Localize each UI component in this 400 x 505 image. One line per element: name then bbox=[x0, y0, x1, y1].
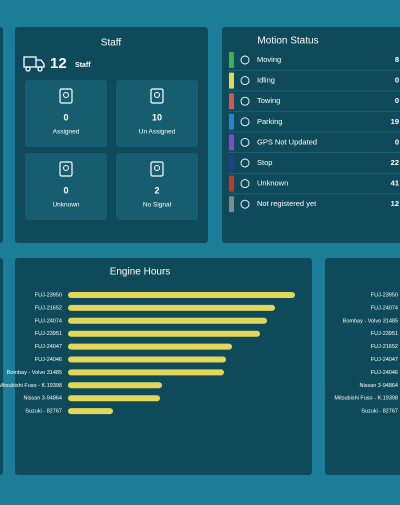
panel-edge bbox=[0, 27, 3, 243]
status-label: Not registered yet bbox=[257, 199, 317, 208]
bar bbox=[68, 317, 268, 324]
status-color bbox=[229, 52, 234, 68]
bar bbox=[68, 382, 163, 389]
y-tick-label: FUJ-24046 bbox=[35, 357, 62, 363]
staff-title: Staff bbox=[101, 38, 122, 49]
staff-total-label: Staff bbox=[75, 62, 91, 69]
card-icon bbox=[59, 161, 73, 177]
card-label: Unknown bbox=[52, 202, 79, 209]
y-tick-label: FUJ-21652 bbox=[371, 344, 398, 350]
staff-total: 12 bbox=[50, 55, 67, 72]
status-icon bbox=[240, 76, 250, 86]
status-count: 0 bbox=[395, 96, 399, 105]
status-color bbox=[229, 175, 234, 192]
status-label: Stop bbox=[257, 158, 272, 167]
bar bbox=[68, 304, 276, 311]
card-icon bbox=[150, 88, 164, 104]
status-color bbox=[229, 196, 234, 213]
bar bbox=[68, 292, 296, 298]
status-color bbox=[229, 113, 234, 130]
y-tick-label: FUJ-24047 bbox=[371, 357, 398, 363]
card-icon bbox=[63, 92, 69, 98]
bar bbox=[68, 343, 233, 350]
bar bbox=[68, 330, 261, 337]
bar bbox=[68, 356, 227, 363]
staff-card bbox=[25, 153, 107, 220]
card-icon bbox=[59, 88, 73, 104]
engine-panel bbox=[15, 258, 312, 475]
y-tick-label: Mitsubishi Fuso - K.19398 bbox=[0, 383, 62, 389]
status-count: 12 bbox=[391, 199, 399, 208]
truck-icon bbox=[23, 56, 45, 72]
card-value: 0 bbox=[63, 112, 68, 122]
status-label: GPS Not Updated bbox=[257, 137, 317, 146]
status-color bbox=[229, 72, 234, 89]
y-tick-label: FUJ-24046 bbox=[371, 370, 398, 376]
card-value: 10 bbox=[152, 112, 162, 122]
card-icon bbox=[154, 92, 160, 98]
motion-title: Motion Status bbox=[257, 36, 318, 47]
status-icon bbox=[240, 55, 250, 65]
status-icon bbox=[240, 199, 250, 209]
bar bbox=[68, 369, 225, 376]
card-label: Assigned bbox=[53, 129, 80, 136]
status-label: Towing bbox=[257, 96, 280, 105]
status-count: 8 bbox=[395, 55, 399, 64]
status-count: 41 bbox=[391, 179, 399, 188]
y-tick-label: FUJ-23951 bbox=[371, 331, 398, 337]
card-value: 0 bbox=[63, 185, 68, 195]
status-color bbox=[229, 93, 234, 110]
y-tick-label: FUJ-24074 bbox=[35, 318, 62, 324]
bar bbox=[68, 408, 114, 415]
right-panel bbox=[325, 258, 400, 475]
status-icon bbox=[240, 137, 250, 147]
status-count: 22 bbox=[391, 158, 399, 167]
status-count: 0 bbox=[395, 76, 399, 85]
status-count: 19 bbox=[391, 117, 399, 126]
y-tick-label: FUJ-23951 bbox=[35, 331, 62, 337]
y-tick-label: Suzuki - 82767 bbox=[361, 409, 398, 415]
y-tick-label: Bombay - Volvo 31485 bbox=[7, 370, 62, 376]
status-label: Moving bbox=[257, 55, 281, 64]
status-color bbox=[229, 155, 234, 171]
card-icon bbox=[150, 161, 164, 177]
card-icon bbox=[154, 165, 160, 171]
y-tick-label: Suzuki - 82767 bbox=[25, 409, 62, 415]
status-icon bbox=[240, 117, 250, 127]
motion-panel bbox=[222, 27, 400, 243]
y-tick-label: FUJ-23950 bbox=[371, 292, 398, 298]
card-value: 2 bbox=[154, 185, 159, 195]
staff-card bbox=[116, 80, 198, 147]
y-tick-label: Bombay - Volvo 31485 bbox=[343, 318, 398, 324]
y-tick-label: Mitsubishi Fuso - K.19398 bbox=[334, 396, 398, 402]
staff-card bbox=[25, 80, 107, 147]
chart-title: Engine Hours bbox=[110, 267, 171, 278]
card-icon bbox=[63, 165, 69, 171]
y-tick-label: FUJ-23950 bbox=[35, 292, 62, 298]
status-color bbox=[229, 134, 234, 151]
y-tick-label: Nissan 3-94864 bbox=[359, 383, 398, 389]
status-label: Idling bbox=[257, 76, 275, 85]
staff-card bbox=[116, 153, 198, 220]
bar bbox=[68, 395, 161, 402]
y-tick-label: FUJ-21652 bbox=[35, 305, 62, 311]
status-icon bbox=[240, 179, 250, 189]
status-label: Unknown bbox=[257, 179, 288, 188]
card-label: No Signal bbox=[143, 202, 172, 209]
status-label: Parking bbox=[257, 117, 282, 126]
status-count: 0 bbox=[395, 137, 399, 146]
status-icon bbox=[240, 158, 250, 168]
y-tick-label: FUJ-24074 bbox=[371, 305, 398, 311]
panel-edge bbox=[0, 258, 3, 475]
y-tick-label: Nissan 3-94864 bbox=[23, 396, 62, 402]
y-tick-label: FUJ-24047 bbox=[35, 344, 62, 350]
status-icon bbox=[240, 96, 250, 106]
card-label: Un Assigned bbox=[139, 129, 176, 136]
